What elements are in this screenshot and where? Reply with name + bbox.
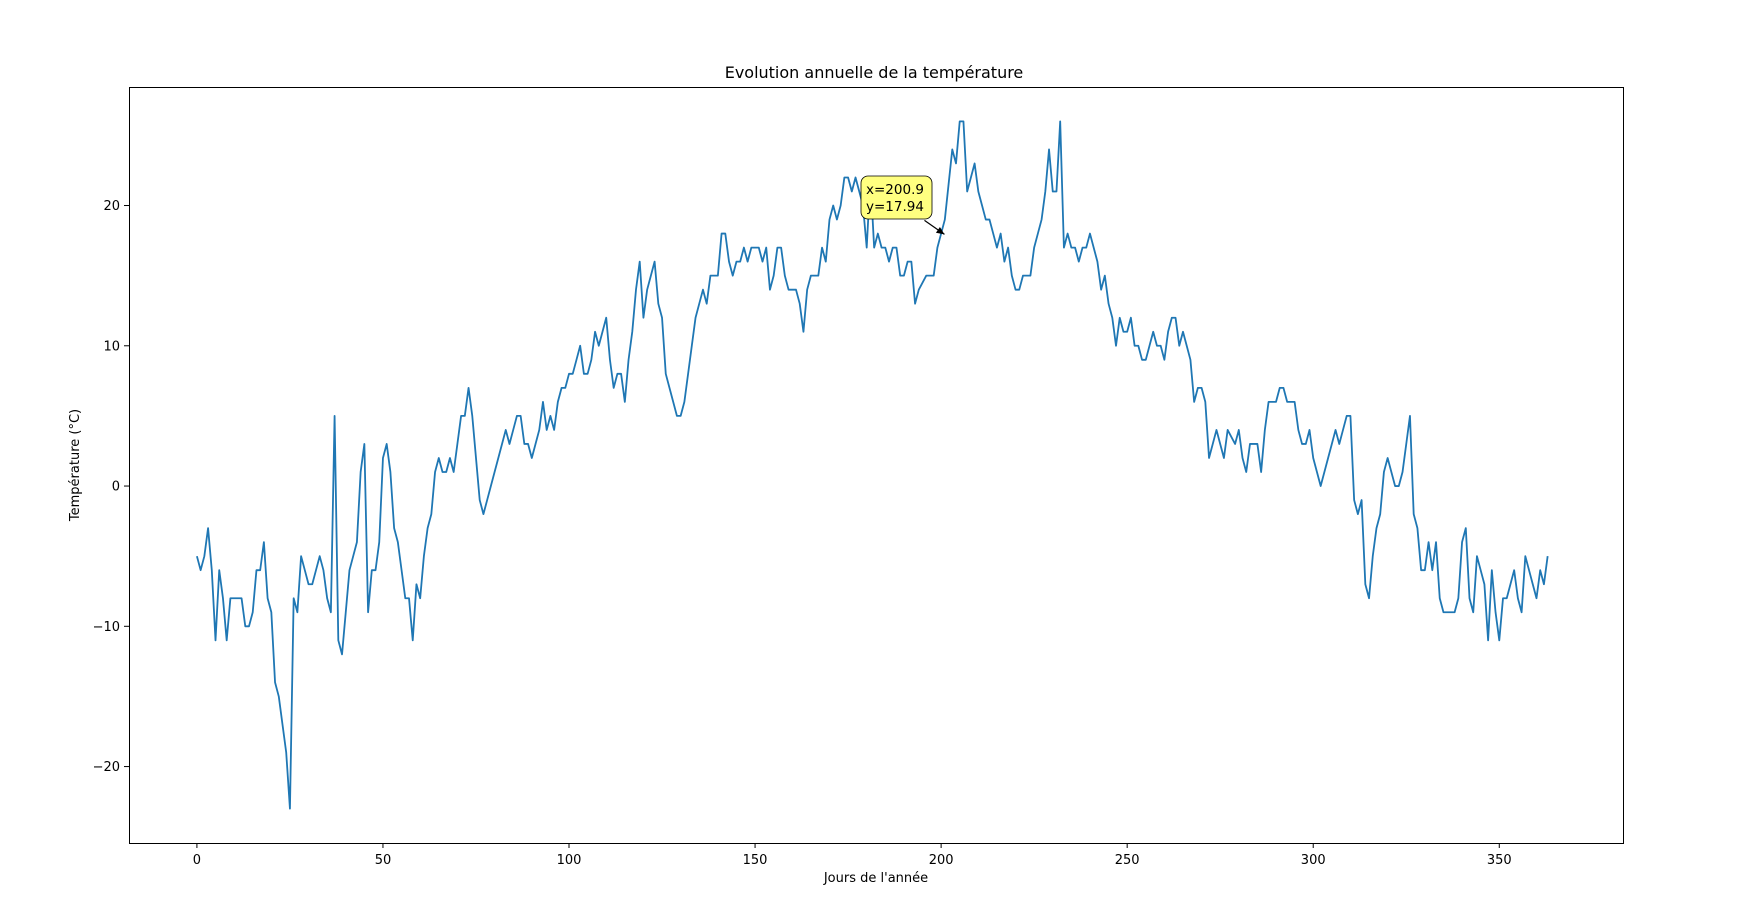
x-tick-label: 200 bbox=[929, 853, 954, 868]
annotation-x-value: x=200.9 bbox=[866, 182, 924, 198]
y-tick-label: 10 bbox=[103, 339, 120, 354]
annotation-box bbox=[860, 175, 933, 220]
annotation-y-value: y=17.94 bbox=[866, 199, 924, 215]
x-axis-label: Jours de l'année bbox=[823, 871, 928, 886]
x-tick-label: 150 bbox=[743, 853, 768, 868]
chart-title: Evolution annuelle de la température bbox=[725, 63, 1024, 82]
annotation-arrowhead bbox=[935, 226, 945, 235]
x-tick-label: 50 bbox=[375, 853, 392, 868]
y-axis-label: Température (°C) bbox=[68, 409, 83, 522]
x-tick-label: 100 bbox=[557, 853, 582, 868]
x-tick-label: 0 bbox=[193, 853, 201, 868]
y-axis-ticks: −20 −10 0 10 20 bbox=[93, 199, 129, 775]
x-tick-label: 350 bbox=[1487, 853, 1512, 868]
y-tick-label: 0 bbox=[112, 480, 120, 495]
hover-annotation: x=200.9 y=17.94 bbox=[860, 175, 945, 235]
axes-frame bbox=[129, 87, 1624, 844]
y-tick-label: −10 bbox=[93, 620, 120, 635]
y-tick-label: −20 bbox=[93, 760, 120, 775]
x-tick-label: 250 bbox=[1115, 853, 1140, 868]
x-tick-label: 300 bbox=[1301, 853, 1326, 868]
y-tick-label: 20 bbox=[103, 199, 120, 214]
x-axis-ticks: 0 50 100 150 200 250 300 350 bbox=[193, 843, 1512, 868]
